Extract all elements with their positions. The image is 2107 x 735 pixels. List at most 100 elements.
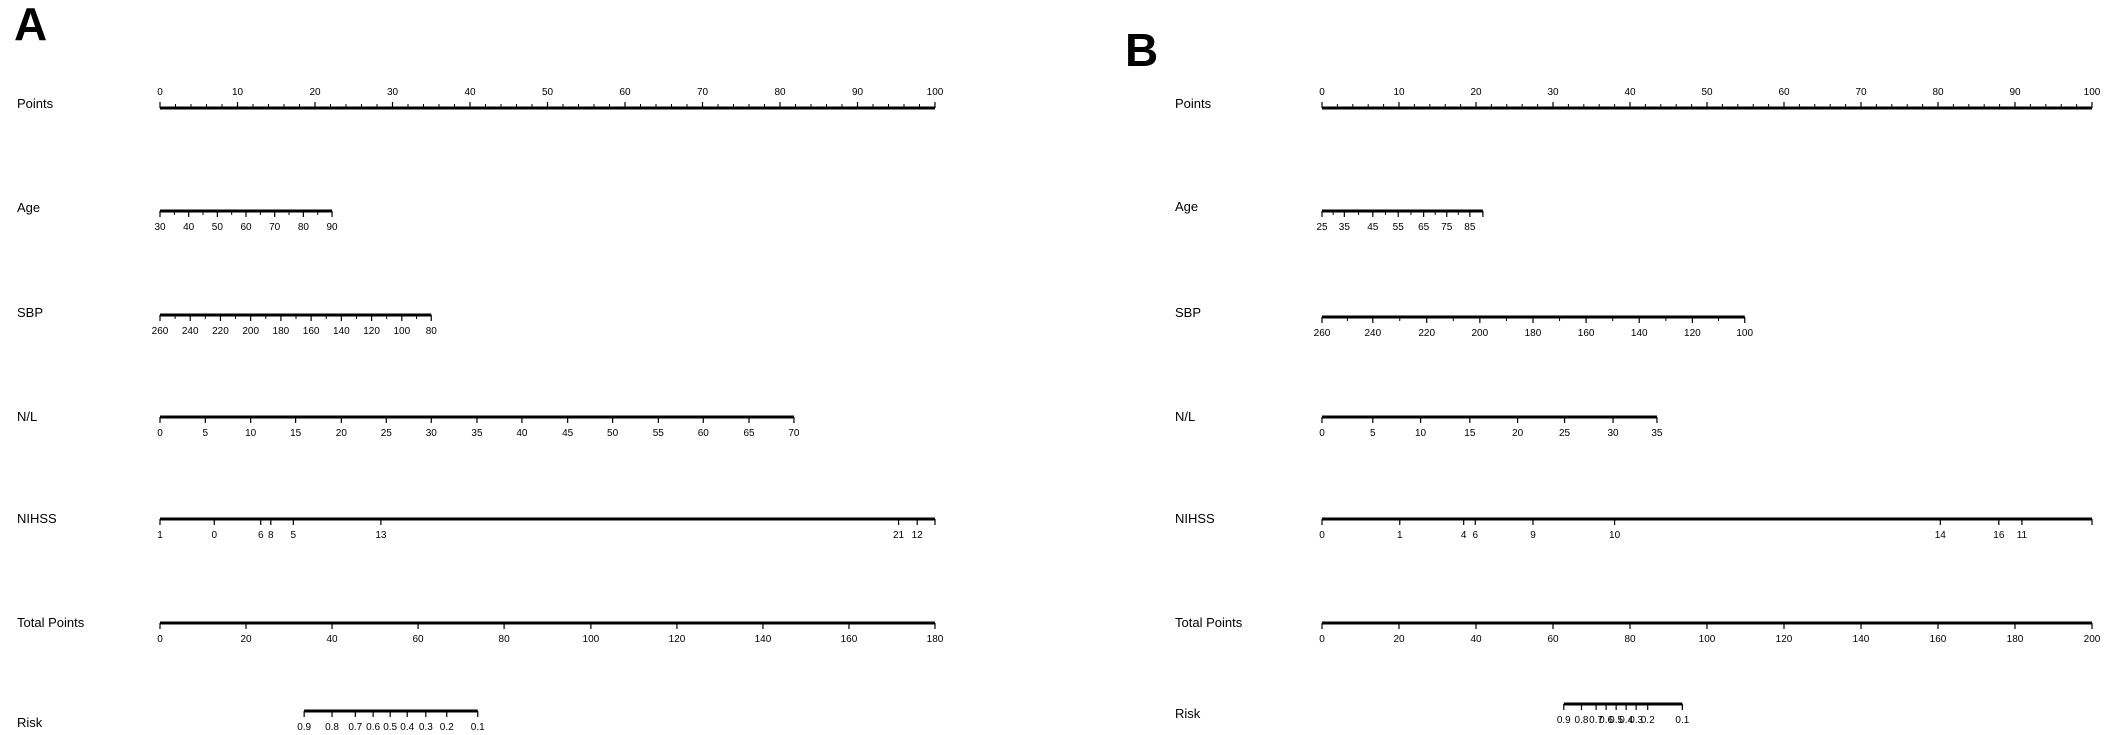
tick-label: 180 <box>927 634 944 645</box>
variable-label: Total Points <box>17 615 85 630</box>
tick-label: 25 <box>1316 222 1328 233</box>
variable-label: Points <box>1175 96 1212 111</box>
variable-label: Points <box>17 96 54 111</box>
tick-label: 0.7 <box>1589 715 1603 726</box>
tick-label: 120 <box>1684 328 1701 339</box>
tick-label: 160 <box>1578 328 1595 339</box>
tick-label: 65 <box>743 428 755 439</box>
tick-label: 10 <box>232 87 244 98</box>
tick-label: 9 <box>1530 530 1536 541</box>
tick-label: 15 <box>290 428 302 439</box>
tick-label: 0.8 <box>325 722 339 733</box>
tick-label: 120 <box>1776 634 1793 645</box>
tick-label: 5 <box>291 530 297 541</box>
tick-label: 40 <box>1624 87 1636 98</box>
tick-label: 220 <box>1418 328 1435 339</box>
tick-label: 50 <box>212 222 224 233</box>
tick-label: 0.6 <box>366 722 380 733</box>
tick-label: 30 <box>1547 87 1559 98</box>
tick-label: 60 <box>413 634 425 645</box>
row-age: Age 30 40 50 60 70 80 90 <box>17 200 338 233</box>
tick-label: 0.2 <box>1641 715 1655 726</box>
tick-label: 70 <box>697 87 709 98</box>
row-nihss: NIHSS 1 0 6 8 5 13 21 12 <box>17 511 936 541</box>
tick-label: 21 <box>893 530 905 541</box>
tick-label: 50 <box>542 87 554 98</box>
variable-label: SBP <box>17 305 43 320</box>
tick-label: 120 <box>363 326 380 337</box>
tick-label: 140 <box>755 634 772 645</box>
tick-label: 20 <box>1512 428 1524 439</box>
tick-label: 30 <box>154 222 166 233</box>
tick-label: 10 <box>245 428 257 439</box>
tick-label: 85 <box>1464 222 1476 233</box>
row-total-points: Total Points 0 20 40 60 80 100 120 140 160 180 <box>17 615 944 645</box>
tick-label: 11 <box>2017 530 2028 541</box>
tick-label: 5 <box>1370 428 1376 439</box>
variable-label: Age <box>17 200 40 215</box>
tick-label: 20 <box>240 634 252 645</box>
tick-label: 40 <box>1470 634 1482 645</box>
tick-label: 15 <box>1464 428 1476 439</box>
tick-label: 60 <box>619 87 631 98</box>
row-points: Points 0 10 20 30 40 50 60 70 80 90 100 <box>17 87 944 111</box>
tick-label: 160 <box>303 326 320 337</box>
tick-label: 90 <box>2009 87 2021 98</box>
row-sbp: SBP 260 240 220 200 180 160 140 120 100 <box>1175 305 1754 339</box>
variable-label: Risk <box>17 715 43 730</box>
tick-label: 35 <box>1339 222 1351 233</box>
tick-label: 0.1 <box>471 722 485 733</box>
tick-label: 180 <box>2007 634 2024 645</box>
tick-label: 160 <box>1930 634 1947 645</box>
tick-label: 20 <box>1470 87 1482 98</box>
tick-label: 90 <box>326 222 338 233</box>
tick-label: 160 <box>841 634 858 645</box>
tick-label: 25 <box>381 428 393 439</box>
tick-label: 0 <box>1319 87 1325 98</box>
tick-label: 200 <box>1472 328 1489 339</box>
tick-label: 10 <box>1609 530 1621 541</box>
tick-label: 0.9 <box>1557 715 1571 726</box>
tick-label: 0.2 <box>440 722 454 733</box>
tick-label: 5 <box>203 428 209 439</box>
tick-label: 80 <box>774 87 786 98</box>
tick-label: 13 <box>375 530 387 541</box>
tick-label: 0.3 <box>419 722 433 733</box>
tick-label: 200 <box>242 326 259 337</box>
tick-label: 70 <box>788 428 800 439</box>
tick-label: 60 <box>698 428 710 439</box>
tick-label: 140 <box>333 326 350 337</box>
tick-label: 70 <box>1855 87 1867 98</box>
row-total-points: Total Points 0 20 40 60 80 100 120 140 160 180 200 <box>1175 615 2101 645</box>
panel-label: B <box>1125 24 1158 76</box>
tick-label: 260 <box>1314 328 1331 339</box>
row-n-l: N/L 0 5 10 15 20 25 30 35 <box>1175 409 1663 439</box>
tick-label: 20 <box>1393 634 1405 645</box>
variable-label: Age <box>1175 199 1198 214</box>
tick-label: 8 <box>268 530 274 541</box>
tick-label: 0 <box>1319 428 1325 439</box>
tick-label: 40 <box>183 222 195 233</box>
tick-label: 180 <box>1525 328 1542 339</box>
tick-label: 50 <box>1701 87 1713 98</box>
tick-label: 0 <box>157 87 163 98</box>
row-sbp: SBP 260 240 220 200 180 160 140 120 100 80 <box>17 305 437 337</box>
tick-label: 40 <box>516 428 528 439</box>
tick-label: 0.8 <box>1575 715 1589 726</box>
panel-label: A <box>14 0 47 50</box>
tick-label: 6 <box>1472 530 1478 541</box>
tick-label: 240 <box>1364 328 1381 339</box>
variable-label: SBP <box>1175 305 1201 320</box>
variable-label: Total Points <box>1175 615 1243 630</box>
tick-label: 40 <box>326 634 338 645</box>
tick-label: 75 <box>1441 222 1453 233</box>
tick-label: 80 <box>426 326 438 337</box>
tick-label: 45 <box>562 428 574 439</box>
tick-label: 100 <box>2084 87 2101 98</box>
tick-label: 50 <box>607 428 619 439</box>
